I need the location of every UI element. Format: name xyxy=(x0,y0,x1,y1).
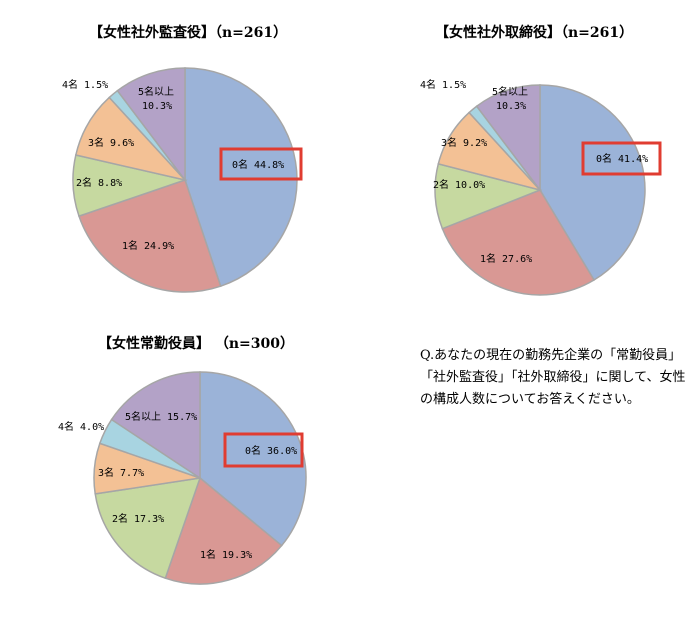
pie-slice-5plus xyxy=(116,67,186,183)
slice-label-5plus: 5名以上 15.7% xyxy=(125,410,197,423)
slice-label-4: 4名 1.5% xyxy=(62,78,108,91)
slice-label-0: 0名 41.4% xyxy=(596,152,648,165)
chart-title-fulltime-officer: 【女性常勤役員】 （n=300） xyxy=(98,336,295,352)
slice-label-1: 1名 27.6% xyxy=(480,252,532,265)
slice-label-4: 4名 1.5% xyxy=(420,78,466,91)
highlight-box xyxy=(223,432,304,468)
highlight-box xyxy=(219,147,303,181)
pie-slice-1 xyxy=(78,179,222,293)
slice-label-3: 3名 9.6% xyxy=(88,136,134,149)
pie-slice-2 xyxy=(94,477,202,580)
chart-title-outside-director: 【女性社外取締役】（n=261） xyxy=(435,25,634,41)
pie-slice-5plus xyxy=(475,84,541,193)
pie-slice-1 xyxy=(164,476,283,585)
slice-label-0: 0名 44.8% xyxy=(232,158,284,171)
pie-slice-0 xyxy=(539,84,646,282)
slice-label-3: 3名 9.2% xyxy=(441,136,487,149)
slice-label-5plus: 5名以上 10.3% xyxy=(138,85,174,112)
chart-title-outside-auditor: 【女性社外監査役】（n=261） xyxy=(89,25,288,41)
slice-label-4: 4名 4.0% xyxy=(58,420,104,433)
slice-label-3: 3名 7.7% xyxy=(98,466,144,479)
slice-label-2: 2名 10.0% xyxy=(433,178,485,191)
survey-question: Q.あなたの現在の勤務先企業の「常勤役員」「社外監査役」「社外取締役」に関して、… xyxy=(420,348,686,407)
pie-slice-1 xyxy=(441,189,596,296)
slice-label-2: 2名 17.3% xyxy=(112,512,164,525)
highlight-box xyxy=(581,141,662,176)
slice-label-1: 1名 24.9% xyxy=(122,239,174,252)
slice-label-0: 0名 36.0% xyxy=(245,444,297,457)
pie-slice-5plus xyxy=(110,371,201,480)
slice-label-2: 2名 8.8% xyxy=(76,176,122,189)
slice-label-5plus: 5名以上 10.3% xyxy=(492,85,528,112)
slice-label-1: 1名 19.3% xyxy=(200,548,252,561)
pie-slice-0 xyxy=(184,67,298,288)
